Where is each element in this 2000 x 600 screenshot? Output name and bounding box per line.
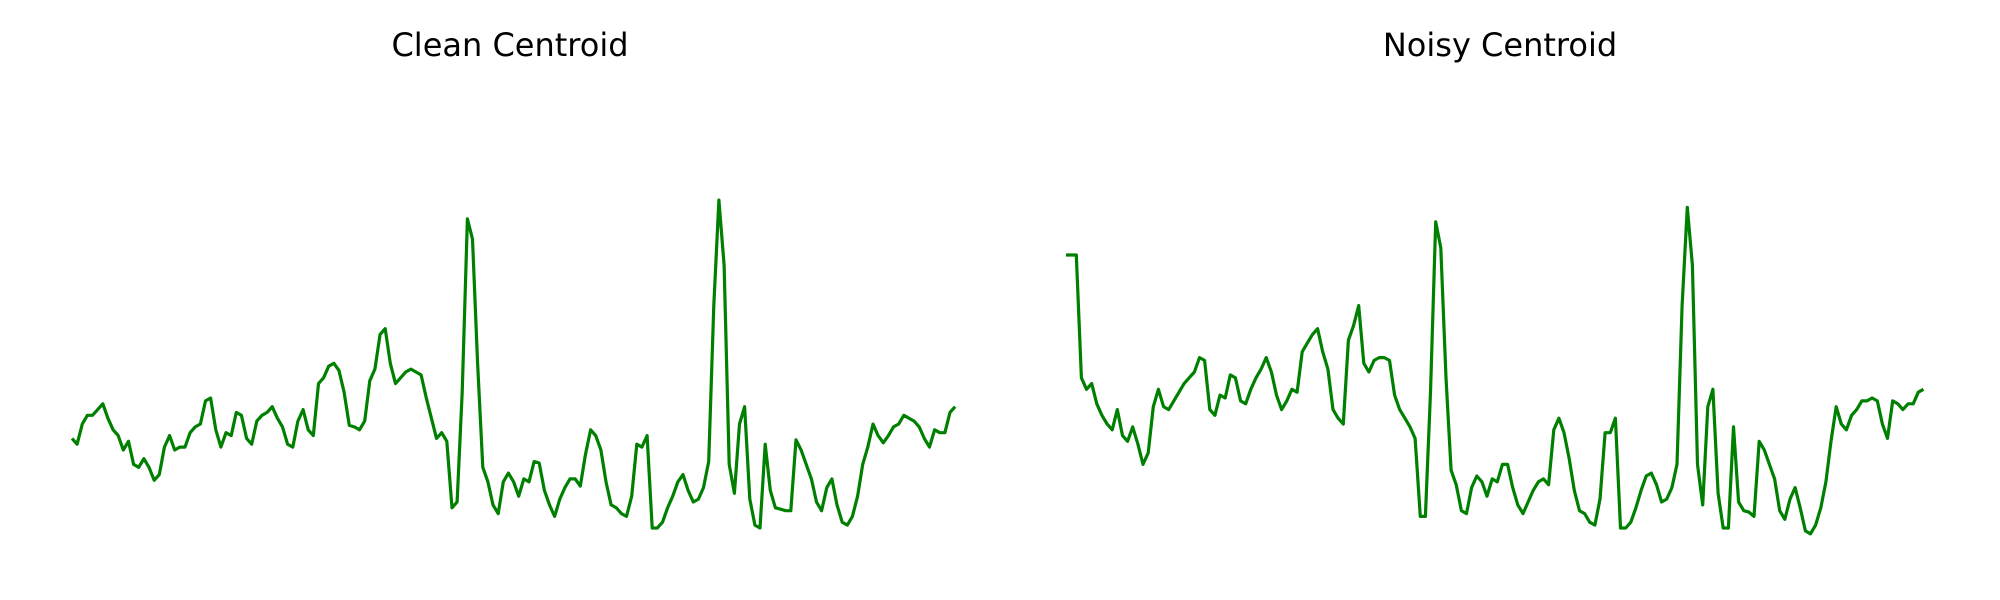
clean-centroid-title: Clean Centroid	[391, 26, 628, 64]
clean-centroid-panel: Clean Centroid	[70, 26, 957, 530]
noisy-centroid-line	[1066, 205, 1925, 536]
noisy-centroid-title: Noisy Centroid	[1383, 26, 1617, 64]
noisy-centroid-panel: Noisy Centroid	[1066, 26, 1925, 536]
clean-centroid-line	[70, 198, 957, 530]
